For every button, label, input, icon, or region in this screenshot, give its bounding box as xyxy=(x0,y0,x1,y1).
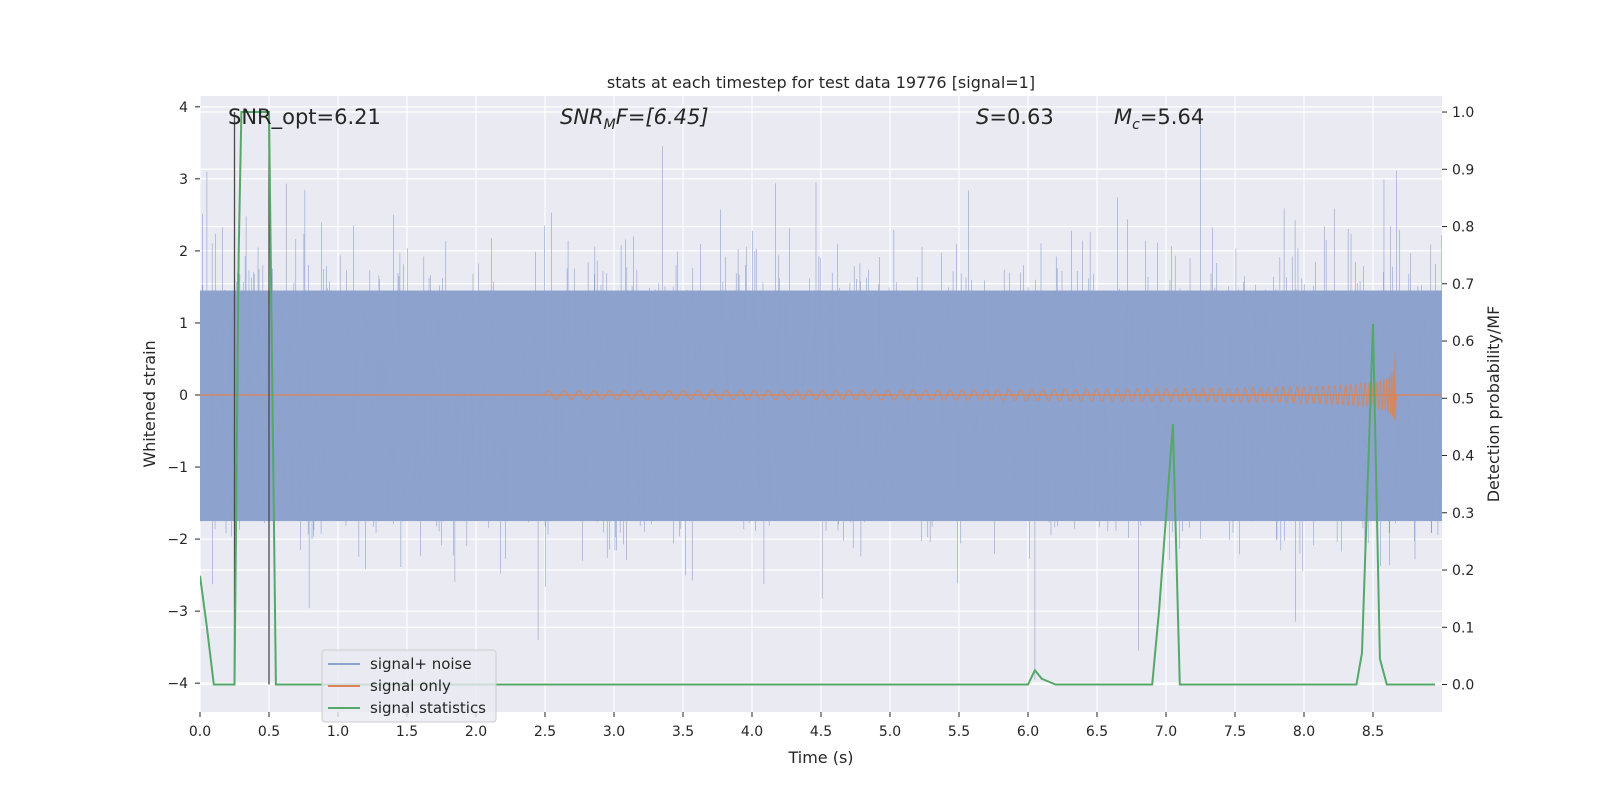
legend-label-signal-noise: signal+ noise xyxy=(370,655,472,673)
y2-tick-label: 0.5 xyxy=(1452,391,1474,407)
signal-only-series xyxy=(200,351,1442,421)
y-tick-label: 2 xyxy=(179,244,188,260)
y-tick-label: −3 xyxy=(167,604,188,620)
y2-tick-label: 0.2 xyxy=(1452,563,1474,579)
y2-tick-label: 0.7 xyxy=(1452,277,1474,293)
y-tick-label: −2 xyxy=(167,532,188,548)
y2-tick-label: 1.0 xyxy=(1452,105,1474,121)
y2-tick-label: 0.1 xyxy=(1452,620,1474,636)
signal-chirp xyxy=(544,351,1397,421)
x-tick-label: 4.5 xyxy=(810,724,832,740)
x-tick-label: 7.0 xyxy=(1155,724,1177,740)
y2-axis-ticks: 1.0 0.9 0.8 0.7 0.6 0.5 0.4 0.3 0.2 0.1 0.0 xyxy=(1442,105,1474,694)
x-tick-label: 0.5 xyxy=(258,724,280,740)
y-axis-ticks: 4 3 2 1 0 −1 −2 −3 −4 xyxy=(167,100,200,692)
x-tick-label: 1.5 xyxy=(396,724,418,740)
x-tick-label: 5.5 xyxy=(948,724,970,740)
x-tick-label: 7.5 xyxy=(1224,724,1246,740)
y-tick-label: −4 xyxy=(167,676,188,692)
annotation-snr-opt: SNR_opt=6.21 xyxy=(228,105,381,130)
y2-tick-label: 0.8 xyxy=(1452,220,1474,236)
y-tick-label: 3 xyxy=(179,172,188,188)
x-tick-label: 3.5 xyxy=(672,724,694,740)
x-tick-label: 4.0 xyxy=(741,724,763,740)
x-tick-label: 2.0 xyxy=(465,724,487,740)
signal-noise-series xyxy=(200,124,1442,680)
x-tick-label: 2.5 xyxy=(534,724,556,740)
x-tick-label: 3.0 xyxy=(603,724,625,740)
annotation-mc: Mc=5.64 xyxy=(1114,105,1204,133)
y-tick-label: 1 xyxy=(179,316,188,332)
x-tick-label: 6.0 xyxy=(1017,724,1039,740)
x-tick-label: 8.0 xyxy=(1293,724,1315,740)
x-axis-label: Time (s) xyxy=(787,748,853,767)
legend: signal+ noise signal only signal statist… xyxy=(321,649,497,723)
annotation-s: S=0.63 xyxy=(976,105,1054,129)
y2-tick-label: 0.9 xyxy=(1452,162,1474,178)
chart-title: stats at each timestep for test data 197… xyxy=(607,73,1035,92)
y-tick-label: −1 xyxy=(167,460,188,476)
y-tick-label: 4 xyxy=(179,100,188,116)
signal-statistics-line xyxy=(200,111,1436,686)
x-tick-label: 0.0 xyxy=(189,724,211,740)
x-tick-label: 5.0 xyxy=(879,724,901,740)
y2-tick-label: 0.3 xyxy=(1452,506,1474,522)
y2-tick-label: 0.6 xyxy=(1452,334,1474,350)
x-tick-label: 6.5 xyxy=(1086,724,1108,740)
y-tick-label: 0 xyxy=(179,388,188,404)
y2-tick-label: 0.0 xyxy=(1452,678,1474,694)
y2-tick-label: 0.4 xyxy=(1452,449,1474,465)
x-tick-label: 8.5 xyxy=(1362,724,1384,740)
y2-axis-label: Detection probability/MF xyxy=(1484,306,1503,503)
y-axis-label: Whitened strain xyxy=(140,340,159,467)
signal-statistics-series xyxy=(200,111,1436,686)
x-axis-ticks: 0.0 0.5 1.0 1.5 2.0 2.5 3.0 3.5 4.0 4.5 5.0 5.5 6.0 6… xyxy=(189,712,1384,740)
annotation-snr-mf: SNRMF=[6.45] xyxy=(560,105,709,133)
legend-label-signal-only: signal only xyxy=(370,677,451,695)
x-tick-label: 1.0 xyxy=(327,724,349,740)
noise-spikes xyxy=(200,124,1442,680)
legend-box xyxy=(321,649,497,723)
legend-label-signal-statistics: signal statistics xyxy=(370,699,486,717)
